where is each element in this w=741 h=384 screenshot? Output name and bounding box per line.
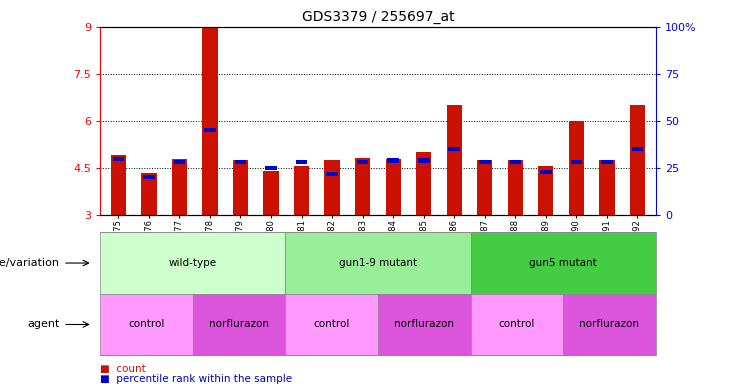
Bar — [326, 172, 338, 176]
Text: ■  percentile rank within the sample: ■ percentile rank within the sample — [100, 374, 292, 384]
Bar — [508, 160, 523, 215]
Text: wild-type: wild-type — [169, 258, 216, 268]
Text: gun1-9 mutant: gun1-9 mutant — [339, 258, 417, 268]
Bar — [599, 160, 614, 215]
Text: agent: agent — [27, 319, 59, 329]
Text: control: control — [499, 319, 535, 329]
Bar — [631, 147, 643, 151]
Bar — [479, 160, 491, 164]
Text: norflurazon: norflurazon — [579, 319, 639, 329]
Bar — [142, 173, 156, 215]
Bar — [235, 160, 246, 164]
Bar — [325, 160, 339, 215]
Bar — [357, 160, 368, 164]
Bar — [143, 175, 155, 179]
Bar — [173, 160, 185, 164]
Bar — [538, 166, 554, 215]
Bar — [233, 160, 248, 215]
Bar — [202, 27, 218, 215]
Text: control: control — [313, 319, 350, 329]
Bar — [355, 158, 370, 215]
Bar — [265, 166, 277, 170]
Bar — [416, 152, 431, 215]
Text: ■  count: ■ count — [100, 364, 146, 374]
Text: gun5 mutant: gun5 mutant — [529, 258, 597, 268]
Bar — [385, 159, 401, 215]
Text: genotype/variation: genotype/variation — [0, 258, 59, 268]
Bar — [510, 160, 521, 164]
Bar — [296, 160, 308, 164]
Bar — [477, 160, 493, 215]
Bar — [571, 160, 582, 164]
Title: GDS3379 / 255697_at: GDS3379 / 255697_at — [302, 10, 454, 25]
Bar — [388, 159, 399, 162]
Bar — [294, 166, 309, 215]
Text: norflurazon: norflurazon — [209, 319, 269, 329]
Bar — [110, 156, 126, 215]
Bar — [447, 105, 462, 215]
Text: norflurazon: norflurazon — [394, 319, 454, 329]
Bar — [263, 170, 279, 215]
Bar — [172, 159, 187, 215]
Bar — [569, 121, 584, 215]
Bar — [448, 147, 460, 151]
Bar — [630, 105, 645, 215]
Bar — [205, 128, 216, 132]
Bar — [418, 159, 430, 162]
Bar — [113, 157, 124, 161]
Bar — [601, 160, 613, 164]
Bar — [540, 170, 551, 174]
Text: control: control — [128, 319, 165, 329]
